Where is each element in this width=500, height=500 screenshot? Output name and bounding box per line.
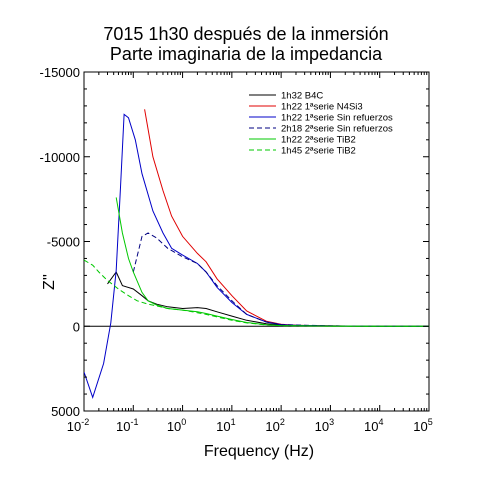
x-tick-label: 101 — [216, 417, 235, 434]
y-tick-label: -10000 — [40, 150, 80, 165]
legend-label-6: 1h45 2ªserie TiB2 — [281, 146, 356, 157]
y-tick-label: 0 — [73, 319, 80, 334]
x-tick-label: 105 — [413, 417, 432, 434]
x-tick-label: 10-2 — [67, 417, 89, 434]
series-line-3 — [84, 113, 429, 399]
chart-title: 7015 1h30 después de la inmersión — [103, 24, 388, 44]
x-axis-label: Frequency (Hz) — [204, 443, 314, 460]
legend-label-4: 2h18 2ªserie Sin refuerzos — [281, 124, 393, 135]
y-tick-label: -15000 — [40, 65, 80, 80]
series-line-1 — [107, 271, 429, 327]
legend-label-5: 1h22 2ªserie TiB2 — [281, 135, 356, 146]
series-line-4 — [132, 232, 429, 327]
x-tick-label: 100 — [167, 417, 186, 434]
plot-area — [83, 71, 430, 412]
y-tick-label: -5000 — [47, 235, 80, 250]
x-tick-label: 103 — [315, 417, 334, 434]
legend-label-2: 1h22 1ªserie N4Si3 — [281, 102, 363, 113]
y-tick-label: 5000 — [51, 404, 80, 419]
series-line-6 — [84, 259, 429, 327]
legend-label-1: 1h32 B4C — [281, 91, 323, 102]
legend-label-3: 1h22 1ªserie Sin refuerzos — [281, 113, 393, 124]
x-tick-label: 102 — [265, 417, 284, 434]
series-line-5 — [115, 197, 429, 327]
y-axis-label: Z'' — [41, 274, 58, 290]
x-tick-label: 10-1 — [116, 417, 138, 434]
series-layer — [84, 109, 429, 399]
x-tick-label: 104 — [364, 417, 383, 434]
y-axis: -15000 -10000 -5000 0 5000 — [40, 65, 429, 419]
chart-subtitle: Parte imaginaria de la impedancia — [110, 44, 383, 64]
